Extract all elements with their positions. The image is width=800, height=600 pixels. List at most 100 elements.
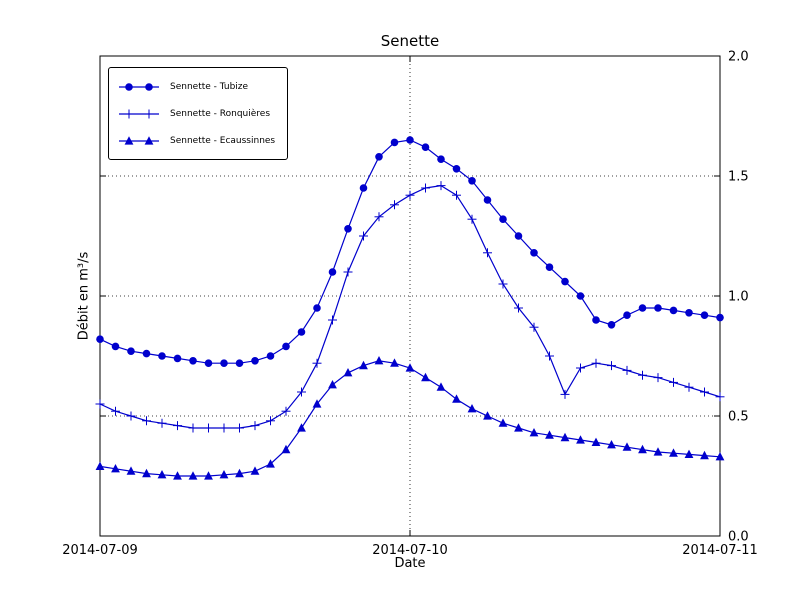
triangle-marker	[452, 394, 461, 403]
circle-marker	[375, 153, 383, 161]
triangle-marker	[545, 430, 554, 439]
circle-marker	[251, 357, 259, 365]
circle-marker	[145, 82, 153, 91]
series-line	[95, 181, 725, 433]
triangle-marker	[204, 471, 213, 480]
x-axis-label: Date	[394, 556, 426, 571]
circle-marker	[142, 349, 151, 358]
legend-label: Sennette - Ronquières	[170, 108, 271, 119]
legend-item-ecaussinnes: Sennette - Ecaussinnes	[117, 127, 275, 154]
triangle-marker	[405, 363, 415, 372]
circle-marker	[638, 304, 647, 312]
y-tick-label: 0.5	[728, 410, 749, 425]
triangle-marker	[467, 404, 477, 413]
circle-marker	[592, 316, 600, 324]
triangle-marker	[421, 372, 430, 382]
legend-sample-plus-marker	[119, 109, 159, 118]
legend-item-tubize: Sennette - Tubize	[117, 73, 275, 100]
triangle-marker	[126, 466, 136, 475]
legend-sample-triangle-marker	[119, 135, 159, 145]
circle-marker	[173, 354, 182, 363]
triangle-marker	[514, 423, 523, 432]
triangle-marker	[173, 471, 182, 480]
triangle-marker	[436, 382, 446, 391]
circle-marker	[700, 311, 709, 320]
x-tick-label: 2014-07-11	[682, 543, 758, 558]
circle-marker	[452, 165, 461, 173]
circle-marker	[669, 306, 678, 315]
triangle-marker	[560, 432, 570, 442]
triangle-marker	[700, 450, 709, 460]
circle-marker	[607, 321, 616, 329]
triangle-marker	[638, 444, 647, 454]
circle-marker	[530, 249, 538, 257]
triangle-marker	[219, 470, 229, 479]
triangle-marker	[142, 468, 151, 478]
legend-label: Sennette - Ecaussinnes	[170, 135, 276, 146]
circle-marker	[561, 277, 569, 286]
circle-marker	[406, 136, 414, 144]
triangle-marker	[715, 452, 725, 461]
circle-marker	[282, 342, 290, 351]
circle-marker	[623, 311, 631, 320]
series-line	[96, 136, 724, 368]
circle-marker	[421, 143, 430, 151]
triangle-marker	[498, 418, 508, 427]
triangle-marker	[669, 448, 678, 457]
circle-marker	[235, 359, 244, 368]
x-tick-label: 2014-07-10	[372, 543, 448, 558]
circle-marker	[127, 347, 135, 356]
triangle-marker	[359, 360, 368, 370]
series-line	[95, 356, 725, 480]
triangle-marker	[266, 459, 275, 468]
y-tick-label: 1.5	[728, 170, 749, 185]
circle-marker	[716, 313, 724, 322]
triangle-marker	[111, 464, 120, 473]
circle-marker	[483, 196, 492, 204]
circle-marker	[297, 328, 306, 336]
circle-marker	[654, 304, 662, 312]
circle-marker	[328, 268, 337, 276]
triangle-marker	[250, 466, 260, 475]
circle-marker	[499, 215, 507, 223]
y-tick-label: 2.0	[728, 50, 749, 65]
y-tick-label: 0.0	[728, 530, 749, 545]
triangle-marker	[144, 135, 154, 145]
circle-marker	[220, 359, 228, 368]
circle-marker	[545, 263, 554, 272]
y-tick-label: 1.0	[728, 290, 749, 305]
legend-sample-circle-marker	[119, 82, 159, 91]
triangle-marker	[591, 437, 601, 446]
triangle-marker	[653, 447, 663, 456]
legend-item-ronquieres: Sennette - Ronquières	[117, 100, 275, 127]
circle-marker	[468, 177, 476, 185]
circle-marker	[359, 184, 368, 192]
y-axis-label: Débit en m³/s	[76, 251, 92, 341]
triangle-marker	[622, 442, 632, 451]
triangle-marker	[374, 356, 384, 365]
triangle-marker	[95, 461, 105, 470]
triangle-marker	[297, 423, 306, 432]
circle-marker	[437, 155, 445, 163]
circle-marker	[514, 232, 523, 240]
circle-marker	[685, 309, 693, 317]
triangle-marker	[483, 411, 492, 420]
circle-marker	[125, 82, 133, 91]
triangle-marker	[328, 380, 337, 389]
circle-marker	[266, 352, 275, 360]
triangle-marker	[343, 368, 353, 377]
triangle-marker	[607, 440, 616, 449]
x-tick-label: 2014-07-09	[62, 543, 138, 558]
triangle-marker	[529, 428, 539, 437]
circle-marker	[390, 138, 399, 147]
circle-marker	[313, 304, 321, 312]
triangle-marker	[188, 471, 198, 480]
circle-marker	[344, 225, 352, 233]
triangle-marker	[684, 449, 694, 458]
triangle-marker	[312, 399, 322, 408]
chart-title: Senette	[380, 32, 440, 50]
triangle-marker	[235, 468, 244, 478]
triangle-marker	[157, 470, 167, 479]
